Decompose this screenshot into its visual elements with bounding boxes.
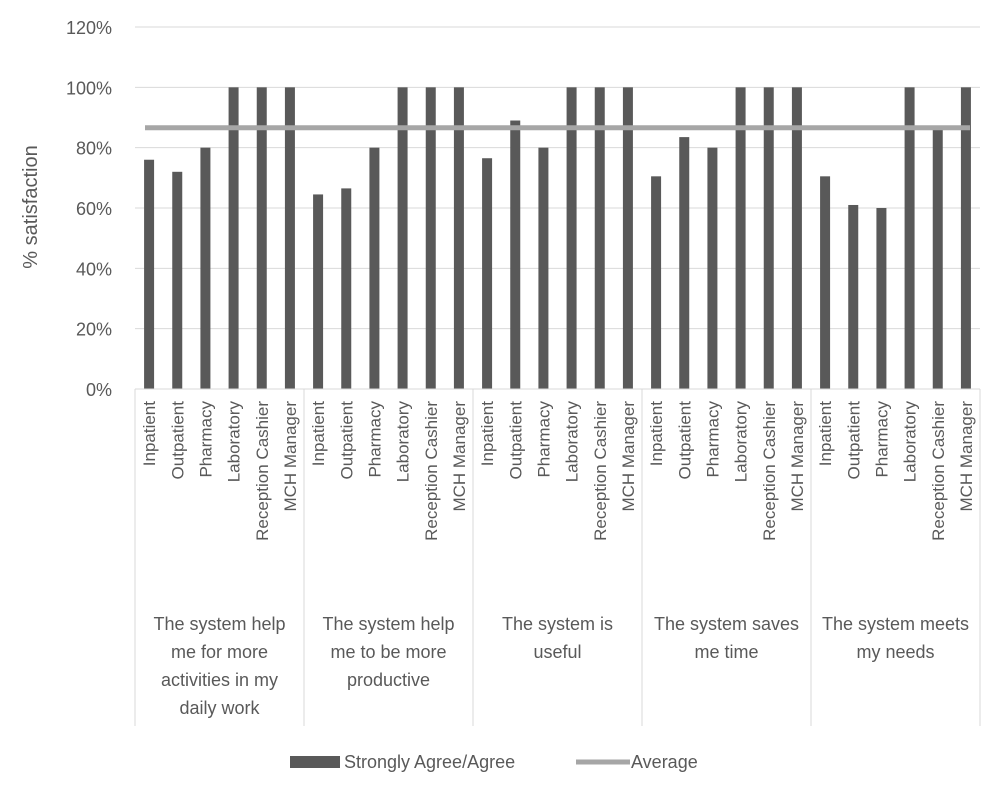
- category-label: Reception Cashier: [253, 401, 272, 541]
- category-label: Pharmacy: [703, 401, 722, 478]
- group-label: activities in my: [161, 670, 278, 690]
- bar: [707, 147, 718, 389]
- gridlines: [135, 26, 980, 390]
- bar: [622, 87, 633, 389]
- y-axis: 0% 20% 40% 60% 80% 100% 120%: [66, 18, 112, 400]
- category-label: Inpatient: [140, 401, 159, 466]
- bar: [566, 87, 577, 389]
- x-axis: Inpatient Outpatient Pharmacy Laboratory Rec…: [134, 388, 981, 726]
- category-label: Laboratory: [225, 401, 244, 483]
- y-tick-label: 20%: [76, 320, 112, 340]
- category-label: Reception Cashier: [591, 401, 610, 541]
- category-label: Pharmacy: [872, 401, 891, 478]
- y-tick-label: 60%: [76, 199, 112, 219]
- bar: [735, 87, 746, 389]
- category-label: MCH Manager: [957, 401, 976, 512]
- y-axis-title: % satisfaction: [20, 145, 42, 268]
- category-label: Outpatient: [168, 401, 187, 480]
- group-label: me to be more: [330, 642, 446, 662]
- category-label: Outpatient: [506, 401, 525, 480]
- category-label: Inpatient: [478, 401, 497, 466]
- category-label: Laboratory: [394, 401, 413, 483]
- bar: [341, 188, 352, 389]
- category-label: MCH Manager: [788, 401, 807, 512]
- group-label: daily work: [179, 698, 260, 718]
- category-label: MCH Manager: [281, 401, 300, 512]
- bar: [651, 176, 662, 389]
- bar: [397, 87, 408, 389]
- y-tick-label: 0%: [86, 380, 112, 400]
- bar: [482, 158, 493, 389]
- category-label: Outpatient: [337, 401, 356, 480]
- group-label: The system saves: [654, 614, 799, 634]
- legend-label-average: Average: [631, 752, 698, 772]
- bar: [904, 87, 915, 389]
- bar: [172, 171, 183, 389]
- group-label: The system meets: [822, 614, 969, 634]
- bar: [932, 129, 943, 390]
- bar: [369, 147, 380, 389]
- category-label: Inpatient: [816, 401, 835, 466]
- group-label: The system help: [322, 614, 454, 634]
- bar: [313, 194, 324, 389]
- category-label: Outpatient: [675, 401, 694, 480]
- y-tick-label: 40%: [76, 259, 112, 279]
- category-label: Inpatient: [309, 401, 328, 466]
- group-label: The system help: [153, 614, 285, 634]
- bar: [820, 176, 831, 389]
- bar: [284, 87, 295, 389]
- bar: [538, 147, 549, 389]
- bar: [960, 87, 971, 389]
- category-label: Outpatient: [844, 401, 863, 480]
- bar: [256, 87, 267, 389]
- bar: [679, 137, 690, 389]
- bar: [791, 87, 802, 389]
- category-label: Reception Cashier: [929, 401, 948, 541]
- group-label: me for more: [171, 642, 268, 662]
- group-label: The system is: [502, 614, 613, 634]
- category-label: Pharmacy: [534, 401, 553, 478]
- category-label: Reception Cashier: [760, 401, 779, 541]
- bar: [228, 87, 239, 389]
- bar: [876, 208, 887, 389]
- category-label: Laboratory: [901, 401, 920, 483]
- legend: Strongly Agree/Agree Average: [290, 752, 698, 772]
- bars: [144, 87, 971, 390]
- group-label: me time: [694, 642, 758, 662]
- group-label: useful: [533, 642, 581, 662]
- bar: [763, 87, 774, 389]
- category-label: Pharmacy: [365, 401, 384, 478]
- bar: [453, 87, 464, 389]
- legend-label-bars: Strongly Agree/Agree: [344, 752, 515, 772]
- category-label: Pharmacy: [196, 401, 215, 478]
- y-tick-label: 100%: [66, 78, 112, 98]
- y-tick-label: 120%: [66, 18, 112, 38]
- y-tick-label: 80%: [76, 139, 112, 159]
- category-label: Laboratory: [732, 401, 751, 483]
- category-label: Reception Cashier: [422, 401, 441, 541]
- bar: [594, 87, 605, 389]
- bar: [144, 159, 155, 389]
- group-label: productive: [347, 670, 430, 690]
- category-label: MCH Manager: [450, 401, 469, 512]
- bar: [510, 120, 521, 390]
- category-label: MCH Manager: [619, 401, 638, 512]
- legend-swatch-bars: [290, 756, 340, 768]
- category-label: Laboratory: [563, 401, 582, 483]
- bar: [200, 147, 211, 389]
- bar: [425, 87, 436, 389]
- bar: [848, 204, 859, 389]
- category-label: Inpatient: [647, 401, 666, 466]
- group-label: my needs: [856, 642, 934, 662]
